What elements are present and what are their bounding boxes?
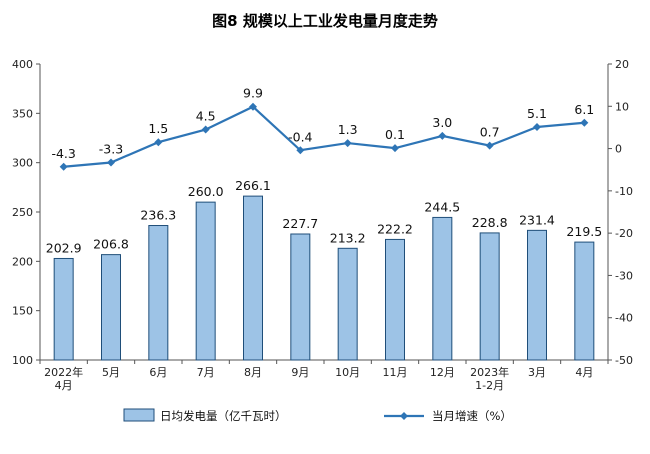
growth-value-label: 1.5	[148, 121, 168, 136]
bar-value-label: 219.5	[566, 224, 602, 239]
left-tick-label: 350	[12, 107, 33, 120]
right-tick-label: 10	[615, 100, 629, 113]
x-tick-label: 8月	[244, 366, 262, 379]
growth-point	[59, 162, 68, 171]
legend-bar-label: 日均发电量（亿千瓦时）	[160, 409, 287, 423]
bar-value-label: 228.8	[472, 215, 508, 230]
chart-title: 图8 规模以上工业发电量月度走势	[212, 12, 438, 30]
bar	[148, 225, 169, 361]
growth-value-label: -0.4	[288, 129, 312, 144]
growth-value-label: 0.1	[385, 127, 405, 142]
growth-value-label: 6.1	[574, 102, 594, 117]
left-tick-label: 300	[12, 157, 33, 170]
x-tick-label: 1-2月	[475, 379, 504, 392]
growth-value-label: 5.1	[527, 106, 547, 121]
bar	[290, 233, 311, 361]
x-tick-label: 11月	[383, 366, 408, 379]
growth-value-label: 9.9	[243, 86, 263, 101]
x-tick-label: 2022年	[44, 365, 83, 379]
growth-value-label: 0.7	[480, 125, 500, 140]
x-tick-label: 4月	[575, 366, 593, 379]
growth-point	[580, 118, 589, 127]
bar-value-label: 231.4	[519, 212, 555, 227]
growth-point	[343, 139, 352, 148]
left-tick-label: 250	[12, 206, 33, 219]
growth-value-label: -3.3	[99, 142, 123, 157]
x-tick-label: 3月	[528, 366, 546, 379]
bar-value-label: 213.2	[330, 230, 366, 245]
x-tick-label: 2023年	[470, 365, 509, 379]
legend-line-marker	[400, 412, 408, 420]
bar	[195, 201, 216, 361]
bar	[574, 241, 595, 361]
bar-value-label: 244.5	[424, 199, 460, 214]
growth-value-label: 4.5	[196, 109, 216, 124]
x-tick-label: 9月	[291, 366, 309, 379]
bar	[337, 247, 358, 361]
growth-point	[154, 138, 163, 147]
growth-point	[533, 123, 541, 132]
x-tick-label: 4月	[55, 379, 73, 392]
right-tick-label: -10	[615, 185, 633, 198]
legend-line-label: 当月增速（%）	[432, 409, 512, 423]
x-tick-label: 7月	[197, 366, 215, 379]
bar	[385, 238, 405, 361]
x-tick-label: 10月	[335, 366, 360, 379]
growth-point	[296, 146, 305, 155]
right-tick-label: -40	[615, 312, 633, 325]
growth-point	[391, 144, 399, 153]
legend-bar-swatch	[123, 408, 155, 422]
right-tick-label: -30	[615, 269, 633, 282]
bar	[243, 195, 263, 361]
bar	[53, 257, 74, 361]
right-tick-label: -50	[615, 354, 633, 367]
growth-point	[249, 102, 257, 111]
bar-value-label: 260.0	[188, 184, 224, 199]
bar	[101, 254, 121, 361]
left-tick-label: 100	[12, 354, 33, 367]
bar-value-label: 206.8	[93, 237, 129, 252]
right-tick-label: 0	[615, 143, 622, 156]
x-tick-label: 6月	[149, 366, 167, 379]
growth-line	[63, 105, 585, 168]
growth-point	[107, 158, 115, 167]
growth-value-label: -4.3	[51, 146, 75, 161]
bar-value-label: 202.9	[46, 240, 82, 255]
left-tick-label: 200	[12, 255, 33, 268]
bar-value-label: 227.7	[282, 216, 318, 231]
growth-point	[485, 141, 494, 150]
growth-value-label: 1.3	[338, 122, 358, 137]
bar-value-label: 236.3	[140, 208, 176, 223]
bar	[479, 232, 500, 361]
bar-value-label: 222.2	[377, 221, 413, 236]
right-tick-label: -20	[615, 227, 633, 240]
x-tick-label: 12月	[430, 366, 455, 379]
left-tick-label: 400	[12, 58, 33, 71]
bar	[432, 216, 453, 361]
left-tick-label: 150	[12, 305, 33, 318]
growth-value-label: 3.0	[432, 115, 452, 130]
right-tick-label: 20	[615, 58, 629, 71]
growth-point	[438, 131, 447, 140]
growth-point	[201, 125, 210, 134]
bar-value-label: 266.1	[235, 178, 271, 193]
x-tick-label: 5月	[102, 366, 120, 379]
bar	[527, 229, 547, 361]
